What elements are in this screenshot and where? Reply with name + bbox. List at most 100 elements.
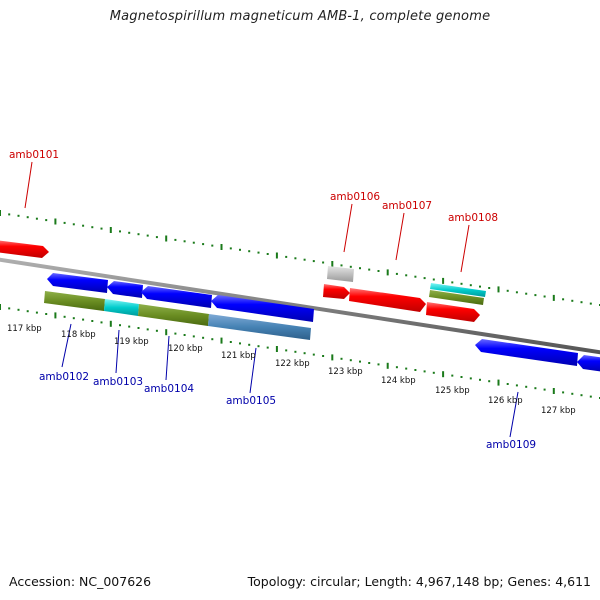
domain-olive-1[interactable]: [44, 291, 105, 311]
domain-cyan[interactable]: [104, 299, 139, 316]
gc-dot: [192, 335, 195, 338]
gene-amb0110-partial[interactable]: [577, 355, 600, 372]
gc-dot: [331, 354, 334, 361]
gc-dot: [294, 257, 297, 260]
gc-dot: [543, 295, 546, 298]
gc-dot: [202, 336, 205, 339]
tick-label: 120 kbp: [168, 344, 203, 354]
gc-dot: [552, 388, 555, 394]
tick-label: 124 kbp: [381, 376, 416, 386]
gc-dot: [552, 294, 555, 301]
gc-dot: [442, 371, 445, 378]
tick-label: 118 kbp: [61, 330, 96, 340]
gene-label-amb0105[interactable]: amb0105: [226, 395, 276, 407]
gc-dot: [368, 268, 371, 271]
gc-dot: [469, 284, 472, 287]
gene-amb0105[interactable]: [211, 295, 314, 322]
gc-dot: [257, 251, 260, 254]
gene-label-amb0108[interactable]: amb0108: [448, 212, 498, 224]
gene-amb0108-domain-olive[interactable]: [429, 290, 484, 305]
gc-dot: [109, 227, 112, 233]
accession-text: Accession: NC_007626: [9, 574, 152, 589]
gc-dot: [395, 366, 398, 369]
gene-amb0101[interactable]: [0, 240, 49, 258]
gc-dot: [137, 327, 140, 329]
gc-dot: [119, 230, 121, 233]
gc-dot: [340, 264, 343, 267]
gc-dot: [109, 320, 112, 327]
gc-track-inner: [0, 304, 600, 399]
tick-label: 119 kbp: [114, 337, 149, 347]
gc-dot: [146, 328, 149, 331]
gc-dot: [26, 310, 29, 313]
gc-dot: [174, 238, 177, 241]
gc-dot: [506, 383, 509, 385]
gene-amb0106-pseudo[interactable]: [327, 266, 354, 282]
gene-amb0103[interactable]: [107, 281, 143, 298]
tick-label: 122 kbp: [275, 359, 310, 369]
gc-dot: [220, 244, 223, 250]
gc-dot: [460, 282, 463, 285]
gene-amb0108[interactable]: [426, 302, 480, 322]
gc-dot: [525, 385, 528, 388]
gc-dot: [497, 286, 500, 293]
gc-dot: [312, 353, 315, 356]
gene-label-amb0107[interactable]: amb0107: [382, 200, 432, 212]
gc-dot: [155, 329, 158, 332]
gc-dot: [460, 376, 463, 378]
gc-dot: [229, 247, 232, 250]
gc-dot: [359, 360, 361, 363]
gc-dot: [377, 363, 380, 366]
gc-dot: [386, 362, 389, 369]
gene-amb0109[interactable]: [475, 339, 578, 366]
gc-dot: [275, 252, 278, 259]
gc-dot: [432, 371, 435, 374]
gc-dot: [174, 332, 177, 335]
gc-dot: [359, 267, 361, 270]
tick-label: 126 kbp: [488, 396, 523, 406]
gene-label-amb0109[interactable]: amb0109: [486, 439, 536, 451]
gc-dot: [257, 345, 260, 348]
gene-label-amb0106[interactable]: amb0106: [330, 191, 380, 203]
gene-amb0108-domain-cyan[interactable]: [430, 283, 486, 297]
genome-summary-text: Topology: circular; Length: 4,967,148 bp…: [247, 574, 591, 589]
gc-dot: [479, 378, 481, 381]
gene-amb0102[interactable]: [47, 273, 108, 293]
gc-dot: [589, 302, 592, 305]
gc-dot: [534, 387, 537, 390]
gc-dot: [100, 227, 103, 230]
gene-amb0106[interactable]: [323, 284, 350, 299]
gc-dot: [303, 352, 306, 355]
gc-dot: [0, 304, 1, 310]
gc-dot: [571, 392, 574, 395]
gc-dot: [100, 321, 103, 324]
gene-amb0107[interactable]: [349, 288, 426, 312]
gc-dot: [165, 235, 168, 242]
domain-olive-2[interactable]: [138, 304, 209, 326]
gc-dot: [91, 226, 94, 229]
gene-label-amb0102[interactable]: amb0102: [39, 371, 89, 383]
gc-dot: [423, 370, 426, 373]
tick-label: 125 kbp: [435, 386, 470, 396]
gc-dot: [562, 298, 565, 301]
gc-dot: [515, 291, 518, 294]
domain-steel[interactable]: [208, 314, 311, 340]
gc-dot: [432, 278, 435, 281]
gc-dot: [248, 343, 251, 346]
gc-dot: [423, 277, 426, 280]
gc-dot: [340, 357, 343, 360]
gc-dot: [303, 258, 306, 261]
gc-dot: [82, 224, 85, 227]
gc-dot: [45, 313, 48, 315]
gene-label-amb0101[interactable]: amb0101: [9, 149, 59, 161]
gene-label-amb0103[interactable]: amb0103: [93, 376, 143, 388]
gc-dot: [72, 223, 75, 226]
gene-amb0104[interactable]: [141, 286, 212, 308]
gc-dot: [119, 324, 121, 327]
gc-dot: [571, 299, 574, 302]
gc-dot: [405, 367, 408, 370]
tick-label: 127 kbp: [541, 406, 576, 416]
gc-dot: [183, 240, 186, 243]
gene-label-amb0104[interactable]: amb0104: [144, 383, 194, 395]
